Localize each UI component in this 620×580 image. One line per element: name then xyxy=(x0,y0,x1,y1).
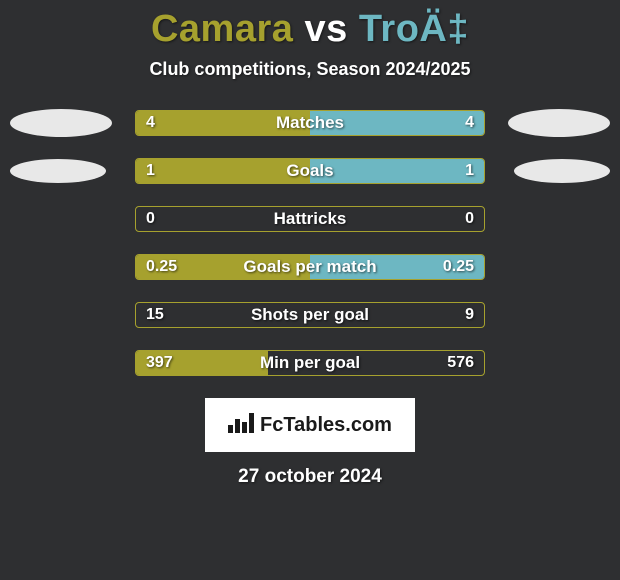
stat-label: Goals xyxy=(136,159,484,183)
stat-row: 397576Min per goal xyxy=(0,350,620,376)
stat-bar: 44Matches xyxy=(135,110,485,136)
stat-label: Hattricks xyxy=(136,207,484,231)
stat-bar: 0.250.25Goals per match xyxy=(135,254,485,280)
stat-bar: 397576Min per goal xyxy=(135,350,485,376)
player1-name: Camara xyxy=(151,8,293,50)
stat-row: 159Shots per goal xyxy=(0,302,620,328)
stat-label: Matches xyxy=(136,111,484,135)
player1-badge xyxy=(10,159,106,183)
stat-label: Shots per goal xyxy=(136,303,484,327)
subtitle: Club competitions, Season 2024/2025 xyxy=(0,59,620,80)
stat-bar: 00Hattricks xyxy=(135,206,485,232)
stat-row: 11Goals xyxy=(0,158,620,184)
vs-text: vs xyxy=(304,8,347,50)
bars-icon xyxy=(228,413,254,438)
stats-area: 44Matches 11Goals 00Hattricks 0.250.25Goals… xyxy=(0,110,620,376)
fctables-logo[interactable]: FcTables.com xyxy=(205,398,415,452)
stat-label: Min per goal xyxy=(136,351,484,375)
comparison-title: Camara vs TroÄ‡ xyxy=(0,0,620,51)
player2-name: TroÄ‡ xyxy=(359,8,469,50)
date: 27 october 2024 xyxy=(0,466,620,488)
stat-bar: 11Goals xyxy=(135,158,485,184)
player2-badge xyxy=(514,159,610,183)
stat-bar: 159Shots per goal xyxy=(135,302,485,328)
logo-text: FcTables.com xyxy=(260,414,392,437)
stat-row: 00Hattricks xyxy=(0,206,620,232)
stat-row: 44Matches xyxy=(0,110,620,136)
player2-badge xyxy=(508,109,610,137)
stat-label: Goals per match xyxy=(136,255,484,279)
player1-badge xyxy=(10,109,112,137)
stat-row: 0.250.25Goals per match xyxy=(0,254,620,280)
